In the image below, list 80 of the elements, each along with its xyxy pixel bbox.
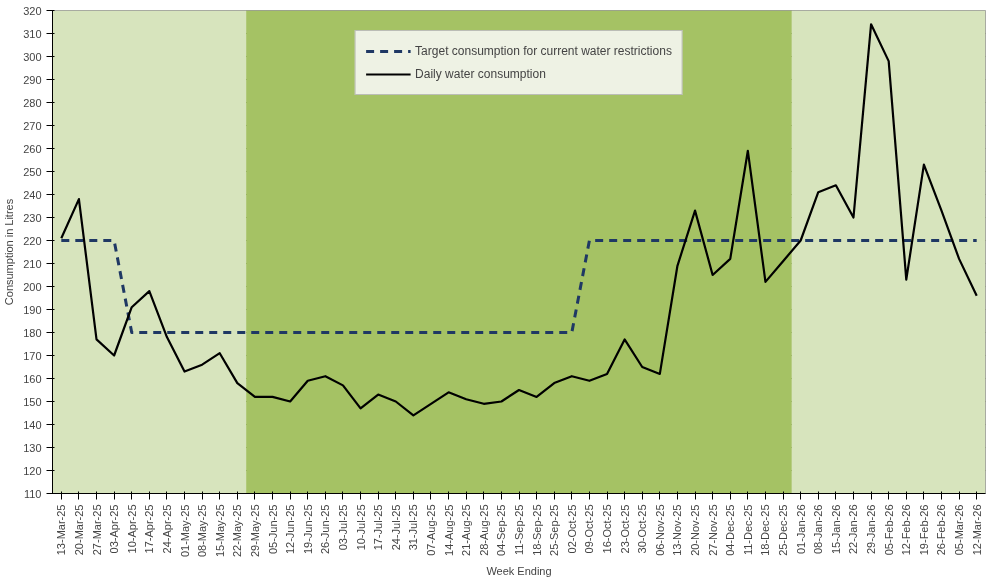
x-tick-label: 10-Jul-25: [354, 504, 367, 551]
x-tick-label: 01-Jan-26: [794, 504, 807, 555]
x-tick-label: 23-Oct-25: [618, 504, 631, 554]
x-tick-label: 22-May-25: [231, 504, 244, 558]
y-tick-label: 110: [23, 487, 42, 500]
x-tick-label: 10-Apr-25: [125, 504, 138, 554]
x-tick-label: 19-Jun-25: [301, 504, 314, 555]
x-tick-label: 27-Nov-25: [706, 504, 719, 556]
x-tick-label: 02-Oct-25: [565, 504, 578, 554]
x-tick-label: 24-Apr-25: [160, 504, 173, 554]
x-tick-label: 11-Sep-25: [513, 504, 525, 556]
y-tick-label: 300: [23, 50, 42, 63]
x-tick-label: 12-Feb-26: [900, 504, 913, 556]
x-tick-label: 03-Jul-25: [336, 504, 349, 551]
x-tick-label: 18-Dec-25: [759, 504, 772, 556]
x-tick-label: 15-May-25: [213, 504, 226, 558]
y-tick-label: 200: [23, 280, 42, 293]
y-tick-label: 280: [23, 96, 42, 109]
y-tick-label: 130: [23, 441, 42, 454]
y-tick-label: 140: [23, 418, 42, 431]
x-tick-label: 18-Sep-25: [530, 504, 543, 556]
x-tick-label: 04-Dec-25: [724, 504, 737, 556]
x-tick-label: 12-Mar-26: [970, 504, 983, 556]
x-tick-label: 31-Jul-25: [407, 504, 420, 551]
x-tick-label: 05-Feb-26: [882, 504, 895, 556]
x-tick-label: 01-May-25: [178, 504, 191, 558]
x-tick-label: 16-Oct-25: [601, 504, 614, 554]
x-tick-label: 26-Jun-25: [319, 504, 332, 555]
line-series: [60, 23, 978, 417]
y-tick-label: 190: [23, 303, 42, 316]
x-tick-label: 05-Jun-25: [266, 504, 279, 555]
legend-label: Daily water consumption: [415, 67, 546, 81]
y-axis-title: Consumption in Litres: [3, 198, 16, 306]
x-tick-label: 14-Aug-25: [442, 504, 455, 556]
x-tick-label: 29-May-25: [248, 504, 261, 558]
y-tick-label: 120: [23, 464, 42, 477]
y-tick-label: 210: [23, 257, 42, 270]
y-tick-label: 240: [23, 188, 42, 201]
x-tick-label: 05-Mar-26: [953, 504, 966, 556]
x-tick-label: 12-Jun-25: [284, 504, 297, 555]
y-tick-label: 180: [23, 326, 42, 339]
x-tick-label: 26-Feb-26: [935, 504, 948, 556]
x-tick-label: 29-Jan-26: [865, 504, 878, 555]
y-tick-label: 260: [23, 142, 42, 155]
x-tick-label: 06-Nov-25: [653, 504, 666, 556]
x-axis-title: Week Ending: [486, 565, 552, 578]
x-tick-label: 20-Nov-25: [689, 504, 702, 556]
y-tick-label: 320: [23, 4, 42, 17]
x-tick-label: 17-Jul-25: [372, 504, 385, 551]
x-tick-label: 03-Apr-25: [108, 504, 121, 554]
y-tick-label: 220: [23, 234, 42, 247]
y-tick-label: 160: [23, 372, 42, 385]
y-tick-label: 270: [23, 119, 42, 132]
y-tick-label: 150: [23, 395, 42, 408]
x-tick-label: 30-Oct-25: [636, 504, 649, 554]
x-tick-label: 20-Mar-25: [72, 504, 85, 556]
x-tick-label: 15-Jan-26: [829, 504, 842, 555]
x-tick-label: 17-Apr-25: [143, 504, 156, 554]
y-tick-label: 170: [23, 349, 42, 362]
x-tick-label: 09-Oct-25: [583, 504, 596, 554]
x-tick-label: 25-Sep-25: [548, 504, 561, 556]
y-tick-label: 310: [23, 27, 42, 40]
y-tick-label: 250: [23, 165, 42, 178]
x-tick-label: 28-Aug-25: [477, 504, 490, 556]
x-tick-label: 25-Dec-25: [777, 504, 790, 556]
y-tick-label: 230: [23, 211, 42, 224]
x-tick-label: 13-Nov-25: [671, 504, 684, 556]
x-tick-label: 08-May-25: [196, 504, 209, 558]
x-tick-label: 24-Jul-25: [389, 504, 402, 551]
x-tick-label: 08-Jan-26: [812, 504, 825, 555]
x-tick-label: 07-Aug-25: [424, 504, 437, 556]
x-tick-label: 27-Mar-25: [90, 504, 103, 556]
y-tick-label: 290: [23, 73, 42, 86]
x-tick-label: 21-Aug-25: [460, 504, 473, 556]
x-tick-label: 22-Jan-26: [847, 504, 860, 555]
x-tick-label: 04-Sep-25: [495, 504, 508, 556]
x-tick-label: 11-Dec-25: [741, 504, 754, 556]
x-tick-label: 13-Mar-25: [55, 504, 68, 556]
x-tick-label: 19-Feb-26: [917, 504, 930, 556]
legend-label: Target consumption for current water restrictions: [415, 44, 672, 58]
